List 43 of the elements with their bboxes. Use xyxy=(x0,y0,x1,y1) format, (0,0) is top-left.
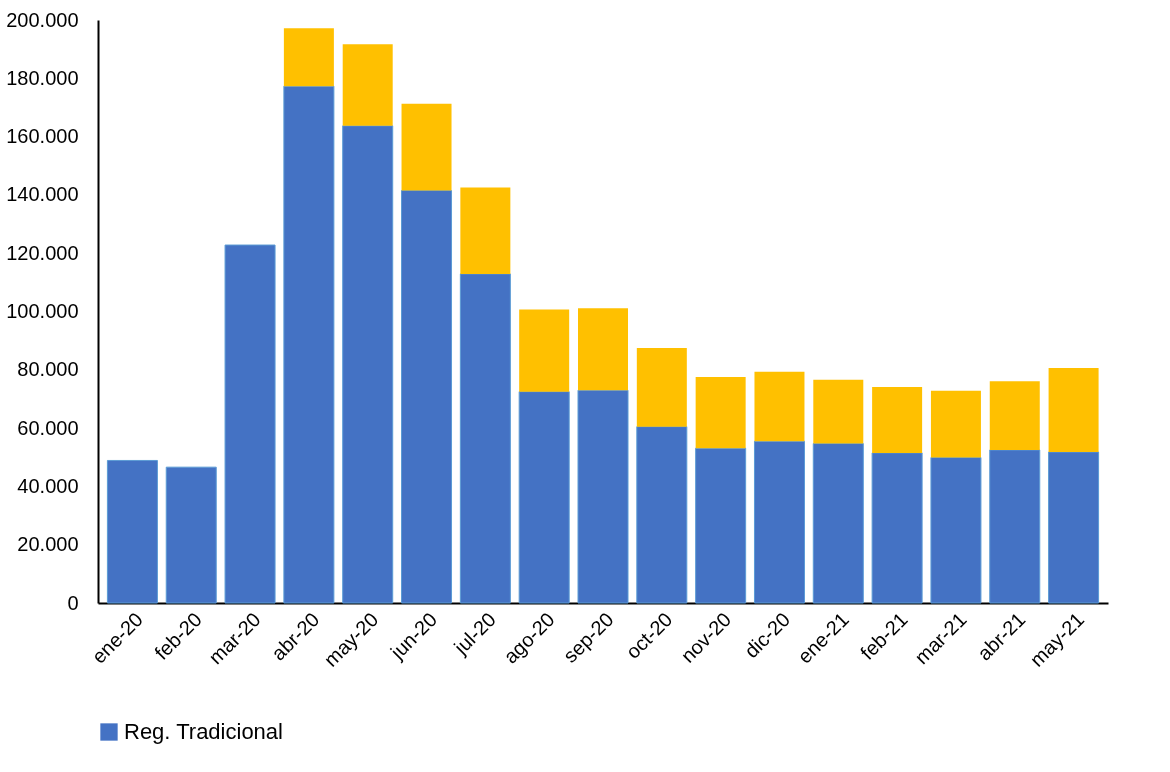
y-tick-label: 20.000 xyxy=(17,533,79,556)
bar xyxy=(812,443,864,604)
bar xyxy=(283,85,335,604)
y-tick-label: 120.000 xyxy=(6,241,79,264)
bar xyxy=(930,390,981,458)
bar xyxy=(636,347,687,427)
legend-label: Reg. Tradicional xyxy=(124,719,283,744)
bar xyxy=(695,447,747,604)
bar xyxy=(460,187,511,274)
y-tick-label: 160.000 xyxy=(6,125,79,148)
bar xyxy=(224,244,276,604)
y-tick-label: 0 xyxy=(67,591,79,614)
bar xyxy=(165,466,217,604)
bar xyxy=(753,440,805,604)
y-tick-label: 200.000 xyxy=(6,8,79,31)
y-tick-label: 180.000 xyxy=(6,66,79,89)
bar xyxy=(813,379,864,444)
bar xyxy=(989,381,1040,450)
y-tick-label: 140.000 xyxy=(6,183,79,206)
bar xyxy=(459,273,511,604)
bar xyxy=(871,452,923,604)
bar xyxy=(342,125,394,604)
y-tick-label: 100.000 xyxy=(6,300,79,322)
bar xyxy=(930,457,982,604)
bar xyxy=(989,449,1041,604)
bar xyxy=(401,190,453,604)
bar xyxy=(518,391,570,604)
bar xyxy=(1048,451,1100,604)
bar xyxy=(1048,368,1099,452)
bar xyxy=(695,377,746,449)
bar xyxy=(872,387,923,453)
y-tick-label: 40.000 xyxy=(17,474,79,497)
bar xyxy=(401,103,452,191)
bar xyxy=(283,28,334,87)
y-tick-label: 60.000 xyxy=(17,416,79,439)
bar xyxy=(106,459,158,604)
bar xyxy=(578,308,628,391)
bar xyxy=(577,389,629,604)
bar xyxy=(342,44,393,126)
bar xyxy=(636,426,688,604)
bar xyxy=(754,371,805,442)
y-tick-label: 80.000 xyxy=(17,358,79,381)
bar xyxy=(519,309,570,392)
